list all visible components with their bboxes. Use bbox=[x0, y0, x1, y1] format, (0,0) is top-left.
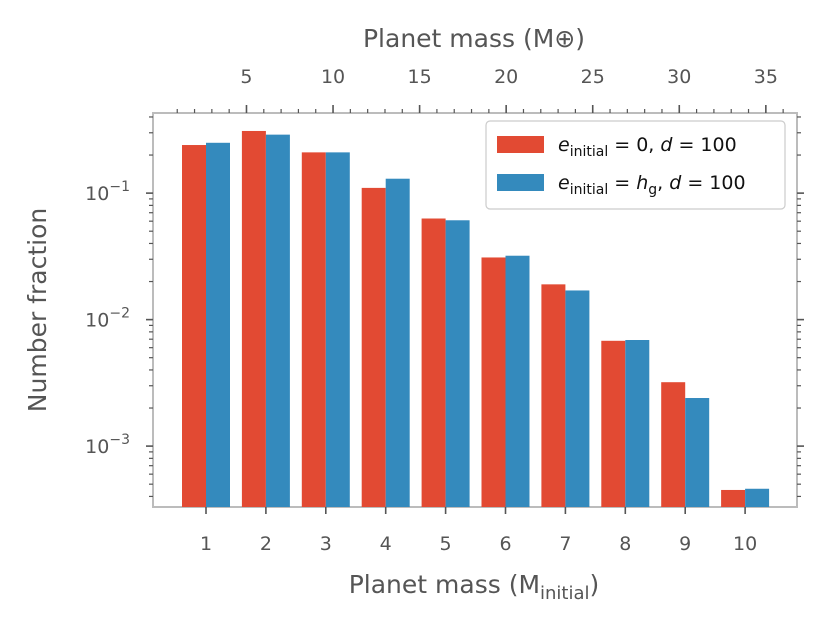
bar-series1-cat-1 bbox=[182, 145, 206, 507]
x-tick-label: 4 bbox=[380, 533, 392, 555]
x-tick-label: 5 bbox=[440, 533, 452, 555]
bar-series1-cat-3 bbox=[301, 152, 326, 507]
legend: einitial = 0, d = 100 einitial = hg, d =… bbox=[485, 120, 786, 210]
y-tick-exp: −1 bbox=[109, 179, 130, 195]
bar-series2-cat-6 bbox=[505, 255, 530, 507]
bar-series2-cat-10 bbox=[745, 488, 770, 507]
x-tick-label: 8 bbox=[619, 533, 631, 555]
x-tick-label: 10 bbox=[733, 533, 757, 555]
x-tick-label: 2 bbox=[260, 533, 272, 555]
top-tick-label: 30 bbox=[667, 66, 691, 88]
bars-group bbox=[182, 130, 770, 508]
bar-series2-cat-2 bbox=[265, 134, 290, 507]
legend-label-series-2: einitial = hg, d = 100 bbox=[558, 172, 746, 198]
bar-series2-cat-3 bbox=[325, 152, 350, 507]
x-tick-label: 7 bbox=[559, 533, 571, 555]
top-tick-label: 5 bbox=[240, 66, 252, 88]
y-axis-ticks: 10−310−210−1 bbox=[85, 116, 804, 498]
x-axis-title-sub: initial bbox=[540, 583, 590, 604]
top-tick-label: 20 bbox=[494, 66, 518, 88]
bar-series1-cat-9 bbox=[661, 382, 686, 507]
y-tick-base: 10 bbox=[85, 436, 109, 458]
legend-1-sub: initial bbox=[570, 144, 609, 160]
top-tick-label: 35 bbox=[754, 66, 778, 88]
bar-series2-cat-4 bbox=[385, 178, 410, 507]
x-tick-label: 6 bbox=[499, 533, 511, 555]
bar-series1-cat-4 bbox=[361, 187, 386, 507]
bar-series2-cat-5 bbox=[445, 220, 470, 507]
legend-swatch-series-1 bbox=[497, 136, 544, 153]
legend-label-series-1: einitial = 0, d = 100 bbox=[558, 134, 737, 160]
bar-series1-cat-6 bbox=[481, 257, 506, 507]
legend-1-rest2: = 100 bbox=[672, 134, 736, 156]
y-tick-label: 10−1 bbox=[85, 179, 130, 205]
y-tick-label: 10−2 bbox=[85, 306, 130, 332]
top-tick-label: 10 bbox=[321, 66, 345, 88]
y-tick-exp: −2 bbox=[109, 306, 130, 322]
bar-series2-cat-8 bbox=[625, 340, 650, 507]
bar-series2-cat-1 bbox=[206, 142, 230, 508]
legend-2-var2: d bbox=[669, 172, 682, 194]
bar-series1-cat-5 bbox=[421, 218, 446, 507]
y-axis-title: Number fraction bbox=[23, 208, 52, 412]
legend-2-var-mid: h bbox=[636, 172, 648, 194]
y-tick-base: 10 bbox=[85, 183, 109, 205]
legend-1-var2: d bbox=[660, 134, 673, 156]
legend-1-var: e bbox=[558, 134, 570, 156]
x-axis-title: Planet mass (Minitial) bbox=[349, 570, 600, 604]
bar-series1-cat-8 bbox=[601, 340, 626, 507]
x-axis-title-main: Planet mass (M bbox=[349, 570, 540, 599]
y-tick-label: 10−3 bbox=[85, 432, 130, 458]
legend-1-rest: = 0, bbox=[608, 134, 660, 156]
legend-2-var: e bbox=[558, 172, 570, 194]
top-axis-title: Planet mass (M⊕) bbox=[363, 24, 585, 53]
y-tick-base: 10 bbox=[85, 310, 109, 332]
legend-2-rest: = bbox=[608, 172, 636, 194]
legend-swatch-series-2 bbox=[497, 174, 544, 191]
top-tick-label: 15 bbox=[408, 66, 432, 88]
top-axis-ticks: 5 10 15 20 25 30 35 bbox=[176, 66, 784, 113]
legend-box bbox=[485, 120, 786, 210]
bar-series2-cat-9 bbox=[685, 398, 710, 507]
bar-series1-cat-7 bbox=[541, 284, 566, 507]
bar-series1-cat-2 bbox=[241, 130, 266, 507]
bar-series2-cat-7 bbox=[565, 290, 590, 507]
y-tick-exp: −3 bbox=[109, 432, 130, 448]
legend-2-rest2: = 100 bbox=[681, 172, 745, 194]
x-tick-label: 3 bbox=[320, 533, 332, 555]
x-axis-ticks: 1 2 3 4 5 6 7 8 9 10 bbox=[200, 507, 757, 555]
x-tick-label: 9 bbox=[679, 533, 691, 555]
legend-2-sub: initial bbox=[570, 182, 609, 198]
x-axis-title-close: ) bbox=[590, 570, 600, 599]
top-tick-label: 25 bbox=[581, 66, 605, 88]
x-tick-label: 1 bbox=[200, 533, 212, 555]
legend-2-sub-mid: g bbox=[648, 182, 657, 198]
bar-series1-cat-10 bbox=[721, 489, 746, 507]
legend-2-rest-mid: , bbox=[657, 172, 669, 194]
